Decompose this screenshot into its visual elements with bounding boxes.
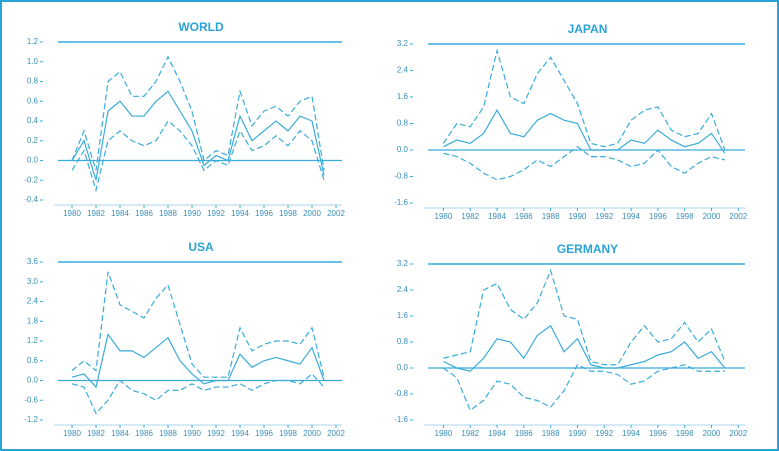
x-tick-label: 2000 <box>703 429 721 438</box>
x-tick-label: 1986 <box>515 429 533 438</box>
y-tick-label: 1.2 <box>27 336 39 345</box>
panel-title: WORLD <box>178 20 224 34</box>
dashed-line <box>71 373 325 415</box>
x-tick-label: 1998 <box>279 209 297 218</box>
dashed-line <box>442 48 726 151</box>
y-tick-label: -1.6 <box>394 198 408 207</box>
y-tick-label: -0.6 <box>24 395 38 404</box>
x-tick-label: 2000 <box>303 429 321 438</box>
x-tick-label: 1988 <box>542 212 560 221</box>
x-tick-label: 1980 <box>63 429 81 438</box>
x-tick-label: 1990 <box>183 209 201 218</box>
line <box>71 90 325 181</box>
x-tick-label: 1990 <box>569 429 587 438</box>
y-tick-label: 1.2 <box>27 37 39 46</box>
x-tick-label: 1996 <box>255 429 273 438</box>
x-tick-label: 1982 <box>87 209 105 218</box>
x-tick-label: 1984 <box>488 212 506 221</box>
x-tick-label: 1980 <box>63 209 81 218</box>
y-tick-label: -1.2 <box>24 415 38 424</box>
y-tick-label: 0.2 <box>27 136 39 145</box>
x-tick-label: 1998 <box>676 429 694 438</box>
y-tick-label: 0.0 <box>397 363 409 372</box>
y-tick-label: 1.6 <box>397 92 409 101</box>
x-tick-label: 1996 <box>649 212 667 221</box>
y-tick-label: 0.8 <box>27 77 39 86</box>
x-tick-label: 2000 <box>703 212 721 221</box>
x-tick-label: 1998 <box>279 429 297 438</box>
x-tick-label: 2002 <box>327 429 345 438</box>
panel-title: USA <box>188 240 214 254</box>
x-tick-label: 1984 <box>488 429 506 438</box>
x-tick-label: 1992 <box>595 429 613 438</box>
y-tick-label: -1.6 <box>394 415 408 424</box>
y-tick-label: 0.6 <box>27 96 39 105</box>
x-tick-label: 1988 <box>159 209 177 218</box>
dashed-line <box>71 55 325 171</box>
x-tick-label: 2002 <box>729 429 747 438</box>
x-tick-label: 1996 <box>255 209 273 218</box>
dashed-line <box>443 363 725 412</box>
x-tick-label: 1986 <box>515 212 533 221</box>
y-tick-label: -0.8 <box>394 172 408 181</box>
dashed-line <box>443 145 726 181</box>
panel-title: JAPAN <box>568 22 608 36</box>
panel-title: GERMANY <box>557 242 618 256</box>
y-tick-label: 0.8 <box>397 337 409 346</box>
x-tick-label: 1992 <box>207 429 225 438</box>
x-tick-label: 1984 <box>111 209 129 218</box>
y-tick-label: 0.6 <box>27 356 39 365</box>
x-tick-label: 1986 <box>135 429 153 438</box>
y-tick-label: 1.8 <box>27 316 39 325</box>
x-tick-label: 1992 <box>207 209 225 218</box>
y-tick-label: 0.0 <box>27 376 39 385</box>
x-tick-label: 1992 <box>595 212 613 221</box>
x-tick-label: 1990 <box>569 212 587 221</box>
x-tick-label: 1984 <box>111 429 129 438</box>
x-tick-label: 1988 <box>542 429 560 438</box>
line <box>71 332 325 389</box>
x-tick-label: 1980 <box>435 212 453 221</box>
x-tick-label: 1982 <box>461 212 479 221</box>
y-tick-label: 2.4 <box>397 66 409 75</box>
y-tick-label: 3.6 <box>27 257 39 266</box>
y-tick-label: 3.2 <box>397 259 409 268</box>
x-tick-label: 1994 <box>231 429 249 438</box>
line <box>443 324 726 372</box>
dashed-line <box>71 271 325 378</box>
x-tick-label: 1994 <box>231 209 249 218</box>
y-tick-label: -0.4 <box>24 195 38 204</box>
y-tick-label: 3.2 <box>397 39 409 48</box>
y-tick-label: 0.0 <box>397 145 409 154</box>
x-tick-label: 1996 <box>649 429 667 438</box>
y-tick-label: 0.0 <box>27 156 39 165</box>
x-tick-label: 1998 <box>676 212 694 221</box>
x-tick-label: 2002 <box>729 212 747 221</box>
x-tick-label: 1990 <box>183 429 201 438</box>
x-tick-label: 1980 <box>435 429 453 438</box>
y-tick-label: 2.4 <box>397 285 409 294</box>
x-tick-label: 1986 <box>135 209 153 218</box>
x-tick-label: 1982 <box>461 429 479 438</box>
y-tick-label: -0.8 <box>394 389 408 398</box>
line <box>443 109 726 154</box>
dashed-line <box>443 268 726 366</box>
dashed-line <box>71 120 325 193</box>
x-tick-label: 2002 <box>327 209 345 218</box>
x-tick-label: 1988 <box>159 429 177 438</box>
y-tick-label: 1.6 <box>397 311 409 320</box>
x-tick-label: 2000 <box>303 209 321 218</box>
y-tick-label: 2.4 <box>27 297 39 306</box>
y-tick-label: -0.2 <box>24 175 38 184</box>
y-tick-label: 0.8 <box>397 119 409 128</box>
y-tick-label: 1.0 <box>27 57 39 66</box>
x-tick-label: 1994 <box>622 212 640 221</box>
y-tick-label: 3.0 <box>27 277 39 286</box>
y-tick-label: 0.4 <box>27 116 39 125</box>
x-tick-label: 1982 <box>87 429 105 438</box>
x-tick-label: 1994 <box>622 429 640 438</box>
